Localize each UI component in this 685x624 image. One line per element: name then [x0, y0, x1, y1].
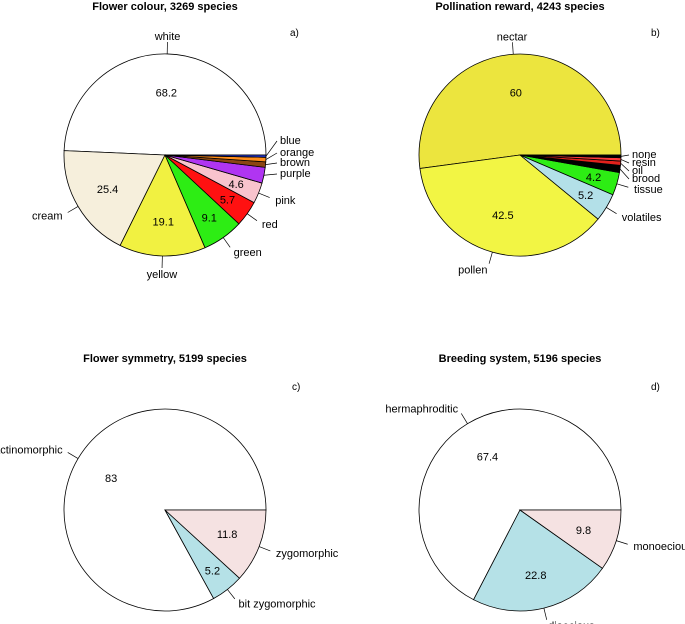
slice-value: 5.7 — [220, 195, 235, 207]
slice-label: resin — [632, 157, 656, 169]
leader-line — [620, 163, 630, 172]
leader-line — [67, 206, 79, 213]
slice-label: pollen — [458, 264, 487, 276]
slice-value: 68.2 — [156, 87, 177, 99]
slice-label: white — [154, 31, 181, 43]
leader-line — [258, 192, 270, 198]
slice-value: 4.6 — [228, 179, 243, 191]
leader-line — [619, 168, 630, 180]
leader-line — [265, 140, 278, 157]
panel-label: a) — [290, 28, 299, 39]
chart-title: Pollination reward, 4243 species — [435, 1, 604, 13]
slice-label: orange — [280, 147, 314, 159]
panel-label: c) — [292, 382, 300, 393]
slice-value: 83 — [105, 473, 117, 485]
slice-label: bit zygomorphic — [239, 599, 317, 611]
slice-label: green — [234, 247, 262, 259]
slice-label: tissue — [634, 184, 663, 196]
slice-value: 5.2 — [205, 565, 220, 577]
chart-title: Breeding system, 5196 species — [439, 353, 602, 365]
leader-line — [606, 207, 617, 214]
slice-value: 9.8 — [576, 525, 591, 537]
leader-line — [460, 413, 468, 424]
leader-line — [259, 546, 271, 552]
slice-label: zygomorphic — [276, 548, 339, 560]
slice-label: brood — [632, 173, 660, 185]
slice-label: purple — [280, 168, 311, 180]
leader-line — [616, 183, 629, 188]
slice-label: cream — [32, 211, 63, 223]
slice-value: 19.1 — [153, 217, 174, 229]
panel-label: d) — [651, 382, 660, 393]
slice-value: 67.4 — [477, 452, 498, 464]
leader-line — [543, 608, 548, 620]
slice-label: volatiles — [622, 212, 662, 224]
pie-slice-none — [519, 154, 622, 159]
pie-slice-nectar — [418, 53, 622, 169]
slice-label: blue — [280, 135, 301, 147]
leader-line — [227, 589, 236, 600]
slice-label: brown — [280, 157, 310, 169]
slice-label: nectar — [497, 31, 528, 43]
leader-line — [488, 252, 493, 264]
slice-value: 4.2 — [586, 172, 601, 184]
leader-line — [222, 237, 231, 248]
leader-line — [263, 173, 278, 176]
pie-chart-1: Flower colour, 3269 species a) white 68.2 cr… — [32, 1, 314, 281]
slice-value: 25.4 — [97, 184, 118, 196]
slice-value: 11.8 — [217, 529, 238, 541]
leader-line — [67, 452, 79, 459]
leader-line — [620, 159, 630, 164]
slice-label: yellow — [147, 269, 178, 281]
leader-line — [265, 162, 278, 165]
slice-label: dioecious — [548, 621, 595, 624]
pie-slice-monoecious — [518, 509, 622, 569]
chart-title: Flower colour, 3269 species — [92, 1, 238, 13]
leader-line — [512, 42, 514, 55]
leader-line — [620, 154, 630, 157]
slice-label: oil — [632, 165, 643, 177]
leader-line — [246, 213, 258, 221]
slice-label: monoecious — [633, 541, 685, 553]
slice-value: 5.2 — [578, 190, 593, 202]
pie-slice-zygomorphic — [163, 509, 267, 579]
pie-slice-yellow — [119, 154, 206, 257]
slice-value: 60 — [510, 88, 522, 100]
chart-title: Flower symmetry, 5199 species — [83, 353, 247, 365]
pie-chart-4: Breeding system, 5196 species d) hermaphro… — [385, 353, 685, 624]
panel-label: b) — [651, 28, 660, 39]
pie-chart-2: Pollination reward, 4243 species b) nectar… — [418, 1, 663, 276]
slice-value: 9.1 — [202, 213, 217, 225]
pie-slice-white — [63, 53, 267, 156]
slice-value: 42.5 — [492, 210, 513, 222]
pie-chart-3: Flower symmetry, 5199 species c) actinomor… — [0, 353, 339, 612]
slice-label: red — [262, 219, 278, 231]
leader-line — [265, 152, 278, 160]
slice-label: actinomorphic — [0, 444, 63, 456]
leader-line — [616, 540, 628, 545]
slice-label: hermaphroditic — [385, 403, 458, 415]
slice-value: 22.8 — [525, 570, 546, 582]
slice-label: none — [632, 149, 656, 161]
slice-label: pink — [275, 195, 296, 207]
